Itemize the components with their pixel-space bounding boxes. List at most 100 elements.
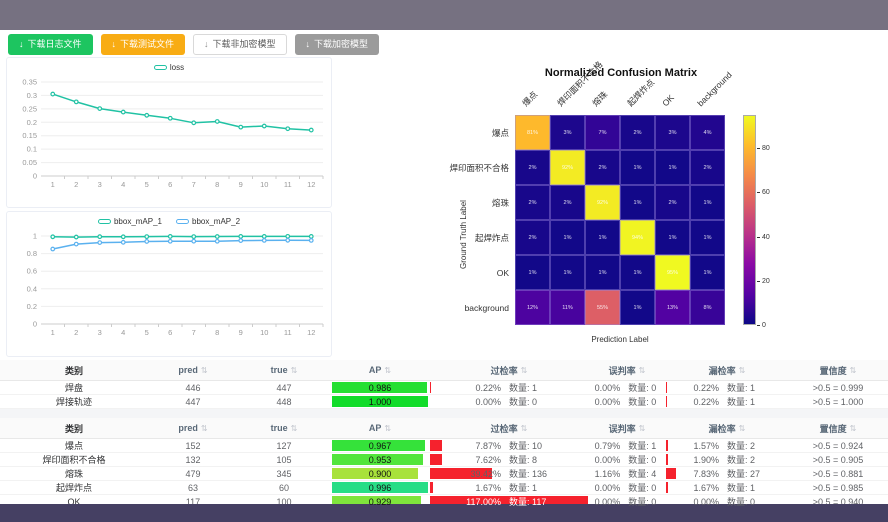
rate-percent: 7.62% bbox=[475, 454, 501, 465]
cell-true: 105 bbox=[276, 454, 292, 465]
top-bar bbox=[0, 0, 888, 30]
sort-icon[interactable]: ⇅ bbox=[520, 365, 528, 375]
matrix-column-label: 起焊炸点 bbox=[625, 77, 657, 109]
column-header-label: 漏检率 bbox=[708, 365, 736, 376]
matrix-cell: 1% bbox=[585, 220, 620, 255]
matrix-cell: 3% bbox=[550, 115, 585, 150]
column-header-误判率[interactable]: 误判率 ⇅ bbox=[588, 418, 666, 438]
rate-bar bbox=[430, 440, 443, 451]
column-header-漏检率[interactable]: 漏检率 ⇅ bbox=[666, 418, 788, 438]
sort-icon[interactable]: ⇅ bbox=[738, 423, 746, 433]
colorbar-tick-mark bbox=[757, 325, 760, 326]
matrix-cell: 2% bbox=[515, 220, 550, 255]
table-row: 熔珠 479 345 0.900 39.42% 数量: 136 1.16% 数量: 4 7.83… bbox=[0, 467, 888, 481]
cell-confidence: >0.5 = 0.985 bbox=[812, 482, 864, 493]
ap-bar bbox=[332, 382, 427, 393]
table-row: 焊接轨迹 447 448 1.000 0.00% 数量: 0 0.00% 数量: 0 0.22%… bbox=[0, 395, 888, 409]
sort-icon[interactable]: ⇅ bbox=[290, 365, 298, 375]
matrix-cell: 1% bbox=[620, 185, 655, 220]
svg-text:11: 11 bbox=[284, 328, 292, 337]
column-header-置信度[interactable]: 置信度 ⇅ bbox=[788, 360, 888, 380]
legend-label: loss bbox=[169, 63, 185, 72]
cell-ap: 0.953 bbox=[330, 453, 430, 466]
cell-true: 448 bbox=[276, 396, 292, 407]
download-unencrypted-model-button[interactable]: ↓ 下载非加密模型 bbox=[193, 34, 287, 55]
svg-text:0.15: 0.15 bbox=[22, 131, 37, 140]
ap-bar bbox=[332, 440, 425, 451]
rate-count: 数量: 2 bbox=[727, 455, 756, 465]
matrix-cell: 1% bbox=[585, 255, 620, 290]
svg-text:3: 3 bbox=[98, 180, 102, 189]
sort-icon[interactable]: ⇅ bbox=[638, 365, 646, 375]
download-log-button[interactable]: ↓ 下载日志文件 bbox=[8, 34, 93, 55]
download-test-file-button[interactable]: ↓ 下载测试文件 bbox=[100, 34, 186, 55]
svg-text:10: 10 bbox=[260, 180, 268, 189]
matrix-x-axis-label: Prediction Label bbox=[591, 335, 649, 344]
sort-icon[interactable]: ⇅ bbox=[290, 423, 298, 433]
cell-ap: 0.996 bbox=[330, 481, 430, 494]
download-encrypted-model-button[interactable]: ↓ 下载加密模型 bbox=[294, 34, 380, 55]
rate-count: 数量: 0 bbox=[628, 383, 657, 393]
svg-text:7: 7 bbox=[192, 180, 196, 189]
svg-text:0.3: 0.3 bbox=[27, 91, 37, 100]
cell-confidence: >0.5 = 0.940 bbox=[812, 496, 864, 507]
column-header-true[interactable]: true ⇅ bbox=[238, 418, 330, 438]
sort-icon[interactable]: ⇅ bbox=[384, 423, 392, 433]
column-header-ap[interactable]: AP ⇅ bbox=[330, 418, 430, 438]
download-icon: ↓ bbox=[111, 39, 117, 49]
sort-icon[interactable]: ⇅ bbox=[738, 365, 746, 375]
sort-icon[interactable]: ⇅ bbox=[638, 423, 646, 433]
rate-count: 数量: 0 bbox=[509, 397, 538, 407]
column-header-过检率[interactable]: 过检率 ⇅ bbox=[430, 360, 588, 380]
cell-mis-rate: 0.00% 数量: 0 bbox=[588, 453, 666, 466]
colorbar-tick-mark bbox=[757, 280, 760, 282]
column-header-漏检率[interactable]: 漏检率 ⇅ bbox=[666, 360, 788, 380]
rate-count: 数量: 1 bbox=[509, 483, 538, 493]
svg-text:7: 7 bbox=[192, 328, 196, 337]
matrix-colorbar bbox=[743, 115, 756, 325]
sort-icon[interactable]: ⇅ bbox=[849, 365, 857, 375]
legend-item[interactable]: bbox_mAP_1 bbox=[97, 217, 162, 226]
rate-count: 数量: 0 bbox=[628, 483, 657, 493]
rate-count: 数量: 136 bbox=[509, 469, 548, 479]
column-header-pred[interactable]: pred ⇅ bbox=[148, 360, 238, 380]
column-header-label: 误判率 bbox=[608, 423, 636, 434]
matrix-cell: 1% bbox=[690, 255, 725, 290]
matrix-cell: 2% bbox=[620, 115, 655, 150]
column-header-ap[interactable]: AP ⇅ bbox=[330, 360, 430, 380]
ap-value: 0.929 bbox=[368, 496, 392, 507]
legend-label: bbox_mAP_1 bbox=[113, 217, 162, 226]
column-header-label: 类别 bbox=[64, 423, 83, 434]
sort-icon[interactable]: ⇅ bbox=[384, 365, 392, 375]
rate-bar bbox=[666, 468, 676, 479]
table-row: 焊印面积不合格 132 105 0.953 7.62% 数量: 8 0.00% 数量: 0 1.… bbox=[0, 453, 888, 467]
cell-mis-rate: 1.16% 数量: 4 bbox=[588, 467, 666, 480]
matrix-cell: 2% bbox=[585, 150, 620, 185]
legend-item[interactable]: loss bbox=[153, 63, 185, 72]
map-chart-card: bbox_mAP_1 bbox_mAP_2 0 0.2 0.4 0.6 0.8 1 1 2 3 4 5… bbox=[6, 211, 332, 357]
column-header-pred[interactable]: pred ⇅ bbox=[148, 418, 238, 438]
download-icon: ↓ bbox=[204, 39, 209, 49]
ap-bar bbox=[332, 482, 428, 493]
cell-over-rate: 7.87% 数量: 10 bbox=[430, 439, 588, 452]
cell-pred: 132 bbox=[185, 454, 201, 465]
legend-item[interactable]: bbox_mAP_2 bbox=[176, 217, 240, 226]
cell-pred: 152 bbox=[185, 440, 201, 451]
column-header-true[interactable]: true ⇅ bbox=[238, 360, 330, 380]
cell-mis-rate: 0.00% 数量: 0 bbox=[588, 495, 666, 508]
sort-icon[interactable]: ⇅ bbox=[849, 423, 857, 433]
column-header-过检率[interactable]: 过检率 ⇅ bbox=[430, 418, 588, 438]
matrix-row-label: 起焊炸点 bbox=[474, 233, 509, 243]
sort-icon[interactable]: ⇅ bbox=[200, 365, 208, 375]
column-header-置信度[interactable]: 置信度 ⇅ bbox=[788, 418, 888, 438]
svg-text:0.1: 0.1 bbox=[27, 145, 37, 154]
rate-percent: 1.67% bbox=[475, 482, 501, 493]
sort-icon[interactable]: ⇅ bbox=[200, 423, 208, 433]
sort-icon[interactable]: ⇅ bbox=[520, 423, 528, 433]
cell-pred: 446 bbox=[185, 382, 201, 393]
svg-text:1: 1 bbox=[51, 328, 55, 337]
column-header-label: 过检率 bbox=[490, 423, 518, 434]
colorbar-tick-label: 80 bbox=[762, 145, 770, 153]
column-header-误判率[interactable]: 误判率 ⇅ bbox=[588, 360, 666, 380]
